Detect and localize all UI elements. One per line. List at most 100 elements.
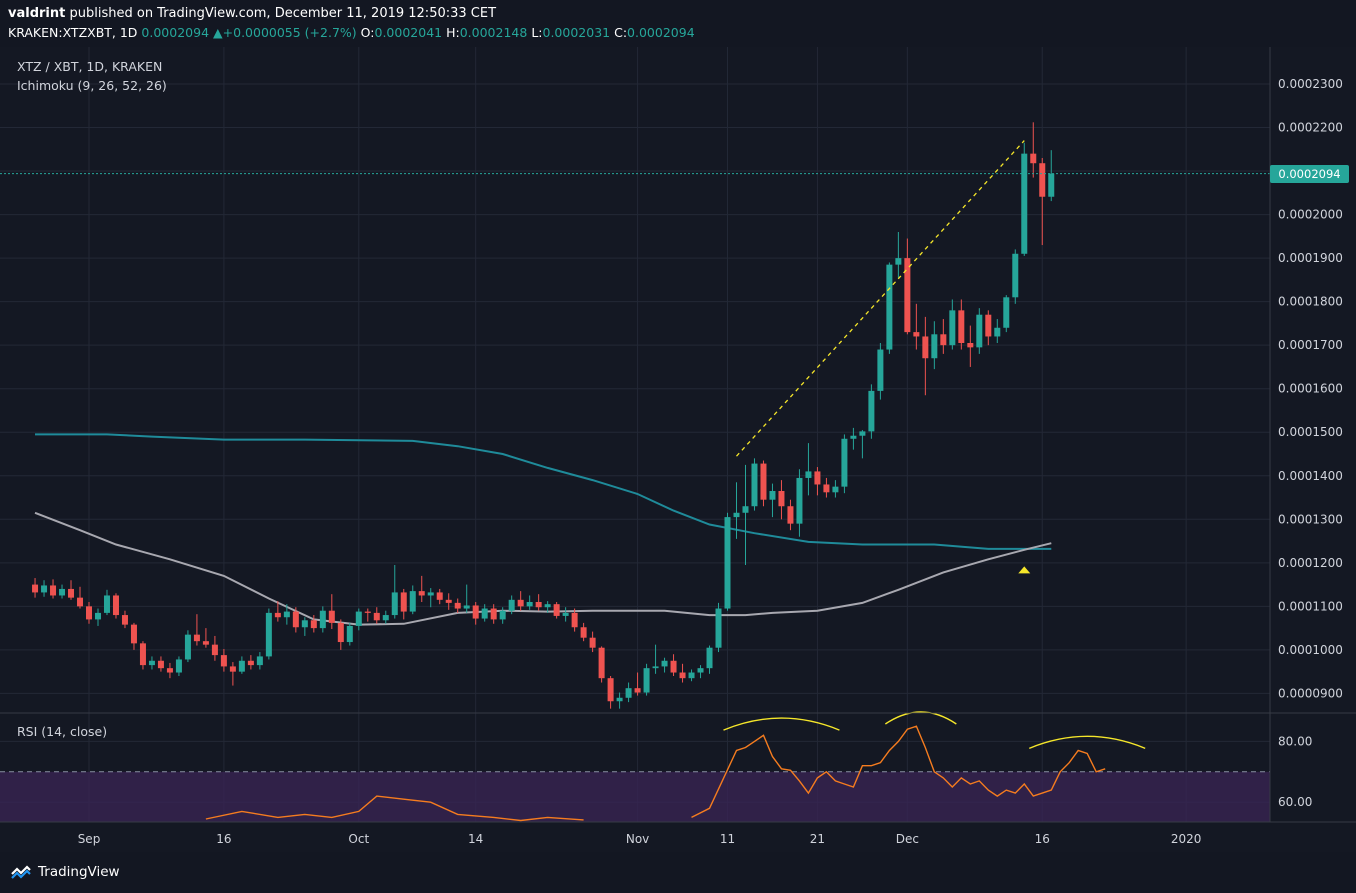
low-label: L: <box>531 25 543 40</box>
candle-body <box>544 604 551 608</box>
candle-body <box>184 634 191 660</box>
candle-body <box>202 641 209 645</box>
candle-body <box>679 672 686 679</box>
candle-body <box>643 668 650 693</box>
candle-body <box>247 660 254 666</box>
candle-body <box>490 608 497 620</box>
candle-body <box>868 390 875 432</box>
price-tick-label: 0.0001100 <box>1278 599 1343 613</box>
chart-legend-title: XTZ / XBT, 1D, KRAKEN <box>17 59 163 74</box>
candle-body <box>256 656 263 666</box>
candle-body <box>148 660 155 666</box>
candle-body <box>841 438 848 487</box>
candle-body <box>571 612 578 628</box>
candle-body <box>86 606 92 620</box>
candle-body <box>904 258 911 333</box>
last-price: 0.0002094 <box>141 25 210 40</box>
rsi-arc <box>1028 735 1146 749</box>
candles[interactable] <box>32 122 1055 709</box>
candle-body <box>139 643 146 666</box>
candle-body <box>481 608 488 619</box>
published-info: published on TradingView.com, December 1… <box>69 6 497 21</box>
time-tick-label: 16 <box>216 832 231 846</box>
candle-body <box>1003 297 1010 328</box>
candle-body <box>319 610 326 629</box>
candle-body <box>598 647 605 679</box>
open-value: 0.0002041 <box>374 25 443 40</box>
candle-body <box>976 314 983 348</box>
candle-body <box>661 660 668 667</box>
candle-body <box>769 491 776 500</box>
rsi-tick-label: 60.00 <box>1278 795 1312 809</box>
author-name[interactable]: valdrint <box>8 6 66 21</box>
candle-body <box>112 595 119 616</box>
price-tick-label: 0.0001600 <box>1278 382 1343 396</box>
price-chart[interactable]: 0.00023000.00022000.00021000.00020000.00… <box>0 47 1356 852</box>
publish-header: valdrint published on TradingView.com, D… <box>0 0 1356 47</box>
price-tick-label: 0.0001000 <box>1278 643 1343 657</box>
candle-body <box>724 517 731 609</box>
signal-up-icon <box>1018 566 1031 574</box>
time-tick-label: Sep <box>78 832 101 846</box>
candle-body <box>328 610 335 623</box>
candle-body <box>157 660 164 669</box>
candle-body <box>742 506 749 513</box>
up-arrow-icon: ▲ <box>213 25 223 40</box>
candle-body <box>616 697 623 702</box>
candle-body <box>886 264 893 350</box>
candle-body <box>895 258 902 265</box>
candle-body <box>364 611 371 613</box>
chart-background <box>0 47 1356 852</box>
candle-body <box>400 592 407 612</box>
candle-body <box>193 634 200 642</box>
close-label: C: <box>614 25 628 40</box>
rsi-legend[interactable]: RSI (14, close) <box>17 724 108 739</box>
candle-body <box>994 327 1001 337</box>
candle-body <box>220 655 227 667</box>
time-tick-label: 11 <box>720 832 735 846</box>
candle-body <box>1021 153 1028 254</box>
rsi-pane[interactable] <box>0 725 1270 822</box>
open-label: O: <box>360 25 375 40</box>
rsi-line <box>691 725 1106 819</box>
candle-body <box>68 588 75 598</box>
symbol-name[interactable]: KRAKEN:XTZXBT, 1D <box>8 25 138 40</box>
rsi-arc <box>884 711 957 725</box>
candle-body <box>535 602 542 608</box>
indicator-legend[interactable]: Ichimoku (9, 26, 52, 26) <box>17 78 167 93</box>
candle-body <box>733 512 740 518</box>
candle-body <box>1048 173 1055 197</box>
candle-body <box>796 477 803 524</box>
candle-body <box>1012 253 1019 298</box>
tradingview-logo[interactable]: TradingView <box>10 864 120 880</box>
candle-body <box>103 595 110 613</box>
candle-body <box>652 666 659 669</box>
high-value: 0.0002148 <box>459 25 528 40</box>
candle-body <box>427 592 434 596</box>
candle-body <box>670 660 677 673</box>
candle-body <box>715 608 722 648</box>
symbol-ohlc-line: KRAKEN:XTZXBT, 1D 0.0002094 ▲+0.0000055 … <box>8 25 695 40</box>
candle-body <box>409 591 416 612</box>
candle-body <box>310 620 317 629</box>
candle-body <box>526 602 533 607</box>
last-price-tag: 0.0002094 <box>1270 164 1349 183</box>
publish-line: valdrint published on TradingView.com, D… <box>8 6 496 21</box>
candle-body <box>580 627 587 638</box>
candle-body <box>445 599 452 603</box>
candle-body <box>77 597 84 607</box>
price-tick-label: 0.0002300 <box>1278 77 1343 91</box>
low-value: 0.0002031 <box>542 25 611 40</box>
candle-body <box>751 463 758 507</box>
candle-body <box>436 592 443 600</box>
candle-body <box>832 486 839 493</box>
price-tick-label: 0.0000900 <box>1278 686 1343 700</box>
high-label: H: <box>446 25 460 40</box>
candle-body <box>373 612 380 621</box>
price-tick-label: 0.0001400 <box>1278 469 1343 483</box>
candle-body <box>238 660 245 672</box>
candle-body <box>850 435 857 439</box>
price-tick-label: 0.0001500 <box>1278 425 1343 439</box>
candle-body <box>50 585 57 596</box>
candle-body <box>41 585 48 593</box>
